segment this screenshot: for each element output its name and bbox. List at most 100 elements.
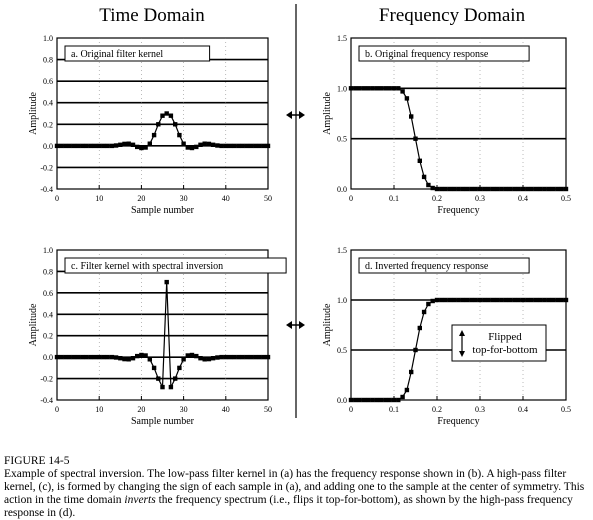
data-point — [261, 354, 266, 360]
x-tick-label: 30 — [180, 405, 188, 414]
data-point — [130, 356, 136, 361]
data-point — [366, 86, 371, 91]
y-axis-label: Amplitude — [322, 92, 333, 135]
data-point — [404, 96, 410, 101]
data-point — [240, 354, 245, 360]
caption-text: Example of spectral inversion. The low-p… — [4, 468, 589, 520]
data-point — [80, 354, 85, 360]
x-tick-label: 0 — [55, 194, 59, 203]
data-point — [265, 354, 271, 360]
data-point — [147, 141, 152, 146]
data-point — [542, 297, 547, 303]
data-point — [63, 354, 68, 360]
data-point — [456, 297, 461, 303]
x-tick-label: 20 — [137, 405, 145, 414]
data-point — [348, 397, 354, 403]
data-point — [219, 143, 224, 149]
data-point — [143, 353, 148, 358]
chart-title-box — [64, 257, 287, 274]
data-point — [396, 86, 401, 91]
data-point — [219, 354, 224, 360]
data-point — [391, 86, 397, 91]
data-point — [84, 354, 89, 360]
data-point — [443, 297, 448, 303]
data-point — [434, 297, 440, 303]
data-point — [400, 89, 405, 94]
data-point — [236, 143, 241, 149]
data-point — [525, 186, 530, 192]
y-tick-label: 0.0 — [337, 396, 347, 405]
y-axis-label: Amplitude — [28, 303, 39, 346]
data-point — [374, 397, 379, 403]
data-point — [236, 354, 241, 360]
data-point — [426, 182, 431, 188]
data-point — [189, 352, 195, 358]
data-point — [469, 186, 474, 192]
data-point — [559, 186, 564, 192]
chart-title-box — [64, 45, 211, 62]
data-point — [122, 356, 127, 362]
data-point — [473, 297, 478, 303]
y-tick-label: 1.0 — [43, 246, 53, 255]
data-point — [374, 86, 379, 91]
y-tick-label: 0.0 — [43, 353, 53, 362]
x-axis-label: Frequency — [437, 416, 479, 427]
data-point — [538, 186, 543, 192]
data-point — [400, 394, 405, 400]
data-point — [257, 143, 262, 149]
data-point — [97, 354, 102, 360]
data-point — [486, 297, 491, 303]
data-point — [189, 145, 195, 151]
data-point — [387, 397, 392, 403]
x-axis-label: Sample number — [131, 205, 195, 216]
data-point — [533, 186, 539, 192]
chart-title: d. Inverted frequency response — [365, 261, 489, 272]
data-point — [520, 186, 526, 192]
data-point — [198, 356, 203, 361]
x-tick-label: 30 — [180, 194, 188, 203]
x-tick-label: 0.2 — [432, 405, 442, 414]
data-point — [59, 143, 64, 149]
data-point — [135, 144, 140, 150]
data-point — [185, 353, 190, 358]
double-arrow-bottom — [286, 321, 305, 329]
time-domain-heading: Time Domain — [99, 5, 205, 26]
data-point — [206, 356, 212, 362]
x-tick-label: 0.4 — [518, 194, 528, 203]
double-arrow-top — [286, 111, 305, 119]
data-point — [156, 122, 161, 127]
x-tick-label: 40 — [222, 405, 230, 414]
data-point — [366, 397, 371, 403]
chart-a: -0.4 -0.2 0.0 0.2 0.4 0.6 0.8 1.0 0 10 20 30 40 50 Sam… — [28, 34, 272, 216]
x-tick-label: 0 — [349, 405, 353, 414]
y-tick-label: -0.2 — [40, 375, 53, 384]
y-tick-label: 0.6 — [43, 289, 53, 298]
data-point — [430, 298, 435, 304]
flipped-label-2: top-for-bottom — [472, 344, 538, 356]
data-point — [223, 354, 228, 360]
y-tick-label: 0.2 — [43, 120, 53, 129]
y-tick-label: 1.5 — [337, 34, 347, 43]
data-point — [516, 297, 521, 303]
data-point — [387, 86, 392, 91]
y-tick-label: 0.6 — [43, 77, 53, 86]
data-point — [538, 297, 543, 303]
data-point — [227, 354, 233, 360]
data-point — [202, 357, 207, 362]
data-point — [71, 143, 77, 149]
data-point — [160, 384, 165, 390]
chart-b: 0.0 0.5 1.0 1.5 0 0.1 0.2 0.3 0.4 0.5 Frequency Amp… — [322, 34, 571, 216]
y-tick-label: 0.5 — [337, 135, 347, 144]
data-point — [404, 387, 410, 393]
data-point — [563, 297, 569, 303]
data-point — [223, 143, 228, 149]
data-point — [265, 143, 271, 149]
data-point — [202, 141, 207, 146]
chart-title: b. Original frequency response — [365, 49, 489, 60]
data-point — [177, 365, 182, 371]
data-point — [118, 142, 123, 147]
data-point — [550, 186, 556, 192]
data-point — [181, 141, 186, 146]
frequency-domain-heading: Frequency Domain — [379, 5, 526, 26]
chart-c: -0.4 -0.2 0.0 0.2 0.4 0.6 0.8 1.0 0 10 20 30 40 50 Sam… — [28, 246, 287, 427]
